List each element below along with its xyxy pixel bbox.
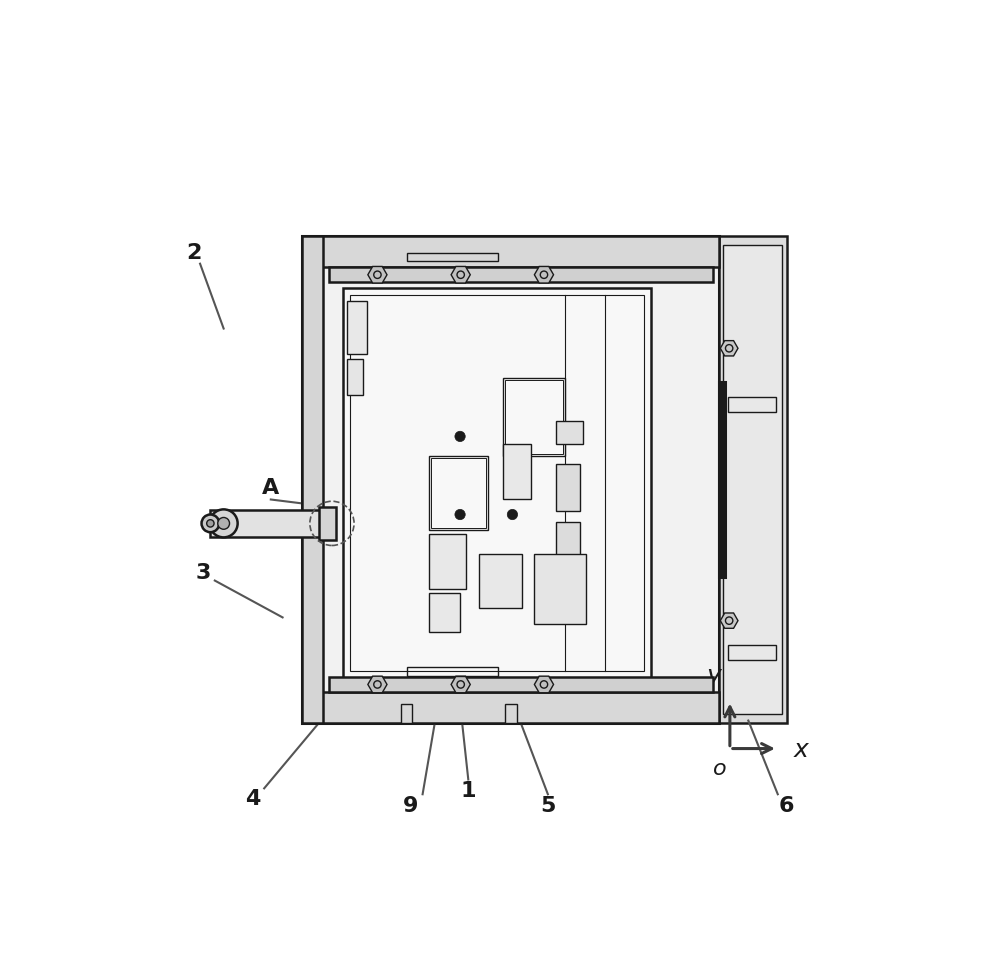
Bar bbox=[347, 301, 367, 354]
Bar bbox=[343, 288, 651, 679]
Text: 9: 9 bbox=[403, 796, 418, 816]
Bar bbox=[429, 534, 466, 589]
Bar bbox=[329, 267, 713, 282]
Bar bbox=[431, 457, 486, 528]
Bar bbox=[407, 667, 498, 676]
Bar bbox=[728, 397, 776, 412]
Bar bbox=[556, 464, 580, 511]
Text: A: A bbox=[262, 478, 279, 499]
Bar bbox=[302, 236, 323, 723]
Circle shape bbox=[455, 432, 465, 441]
Text: 6: 6 bbox=[779, 796, 794, 816]
Text: 1: 1 bbox=[461, 781, 476, 801]
Text: $\it{y}$: $\it{y}$ bbox=[706, 666, 724, 690]
Circle shape bbox=[210, 509, 238, 538]
Text: 2: 2 bbox=[186, 243, 202, 263]
Circle shape bbox=[218, 518, 230, 529]
Text: 3: 3 bbox=[195, 563, 211, 583]
Circle shape bbox=[207, 520, 214, 527]
Bar bbox=[719, 236, 787, 723]
Bar bbox=[505, 380, 563, 454]
Bar bbox=[728, 645, 776, 659]
Bar bbox=[719, 383, 725, 577]
Bar bbox=[350, 296, 644, 671]
Bar bbox=[556, 523, 580, 569]
Bar bbox=[429, 592, 460, 632]
Bar bbox=[407, 253, 498, 261]
Bar bbox=[723, 245, 782, 714]
Bar bbox=[210, 510, 327, 537]
Bar bbox=[302, 236, 719, 723]
Bar bbox=[556, 421, 583, 444]
Bar bbox=[302, 692, 719, 723]
Bar bbox=[503, 444, 531, 499]
Bar bbox=[401, 704, 412, 723]
Circle shape bbox=[507, 509, 518, 520]
Bar bbox=[319, 507, 336, 540]
Circle shape bbox=[202, 515, 219, 532]
Bar bbox=[534, 553, 586, 624]
Bar bbox=[302, 236, 719, 267]
Text: $\it{o}$: $\it{o}$ bbox=[712, 759, 727, 779]
Text: 5: 5 bbox=[540, 796, 556, 816]
Text: $\it{x}$: $\it{x}$ bbox=[793, 738, 810, 762]
Bar bbox=[329, 678, 713, 692]
Bar bbox=[479, 553, 522, 609]
Text: 4: 4 bbox=[245, 789, 261, 809]
Circle shape bbox=[455, 509, 465, 520]
Bar bbox=[503, 378, 565, 456]
Bar bbox=[429, 456, 488, 530]
Bar bbox=[505, 704, 517, 723]
Bar bbox=[347, 360, 363, 395]
